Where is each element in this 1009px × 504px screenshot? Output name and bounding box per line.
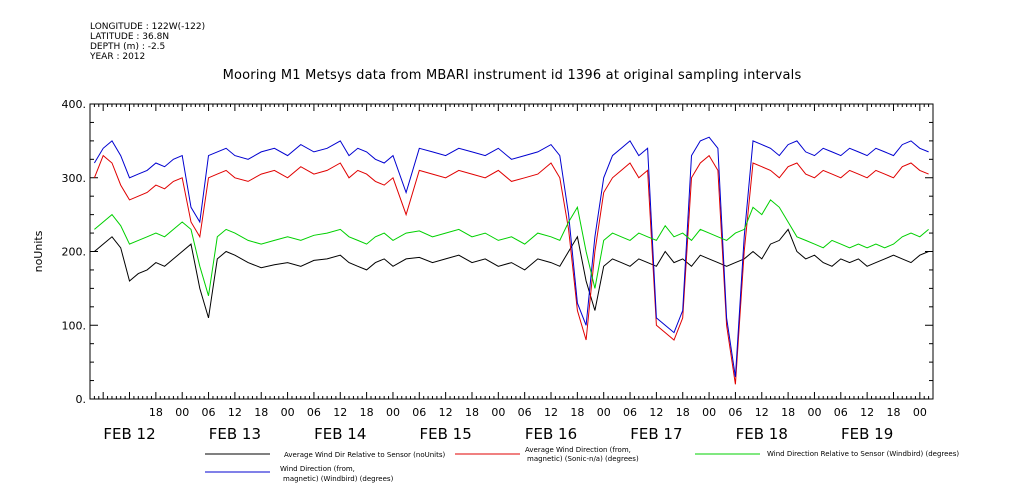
x-tick-label: 06 — [202, 406, 216, 419]
x-tick-label: 18 — [149, 406, 163, 419]
y-tick-label: 400. — [62, 98, 87, 111]
series-line-0 — [94, 228, 929, 319]
x-tick-label: 12 — [439, 406, 453, 419]
chart-axes-layer: 18 00 06 12 18 00 06 12 18 00 06 12 18 00 06 12 18 00 06 12… — [62, 98, 934, 443]
x-tick-label: 18 — [465, 406, 479, 419]
x-tick-label: 06 — [412, 406, 426, 419]
x-tick-label: 00 — [597, 406, 611, 419]
x-tick-label: 18 — [676, 406, 690, 419]
x-tick-label: 06 — [728, 406, 742, 419]
legend-label-blue-1: Wind Direction (from, — [280, 465, 355, 473]
x-tick-label: 12 — [755, 406, 769, 419]
series-line-3 — [94, 199, 929, 296]
x-day-label: FEB 19 — [841, 425, 893, 443]
x-tick-label: 06 — [518, 406, 532, 419]
legend-label-red-1: Average Wind Direction (from, — [525, 446, 631, 454]
x-tick-label: 00 — [175, 406, 189, 419]
chart-series-layer — [93, 136, 929, 385]
chart-legend: Average Wind Dir Relative to Sensor (noU… — [205, 446, 959, 483]
x-tick-label: 00 — [913, 406, 927, 419]
y-tick-label: 100. — [62, 319, 87, 332]
series-line-2 — [93, 136, 929, 377]
x-day-label: FEB 12 — [103, 425, 155, 443]
x-tick-label: 06 — [623, 406, 637, 419]
x-day-label: FEB 18 — [736, 425, 788, 443]
x-tick-label: 18 — [360, 406, 374, 419]
y-tick-label: 300. — [62, 172, 87, 185]
legend-label-green: Wind Direction Relative to Sensor (Windb… — [767, 450, 959, 458]
y-tick-label: 0. — [76, 393, 87, 406]
year-label: YEAR : 2012 — [90, 52, 146, 62]
y-tick-label: 200. — [62, 246, 87, 259]
longitude-label: LONGITUDE : 122W(-122) — [90, 22, 206, 32]
x-tick-label: 00 — [386, 406, 400, 419]
depth-label: DEPTH (m) : -2.5 — [90, 42, 166, 52]
x-tick-label: 18 — [254, 406, 268, 419]
y-axis-label: noUnits — [32, 230, 45, 272]
latitude-label: LATITUDE : 36.8N — [90, 32, 170, 42]
x-tick-label: 00 — [702, 406, 716, 419]
x-tick-label: 18 — [781, 406, 795, 419]
legend-label-red-2: magnetic) (Sonic-n/a) (degrees) — [527, 455, 639, 463]
x-tick-label: 06 — [307, 406, 321, 419]
x-day-label: FEB 15 — [420, 425, 472, 443]
plot-frame — [89, 103, 934, 400]
x-tick-label: 00 — [491, 406, 505, 419]
x-tick-label: 00 — [807, 406, 821, 419]
x-tick-label: 12 — [649, 406, 663, 419]
x-day-label: FEB 14 — [314, 425, 366, 443]
x-tick-label: 18 — [886, 406, 900, 419]
x-tick-label: 12 — [228, 406, 242, 419]
x-tick-label: 12 — [333, 406, 347, 419]
x-tick-label: 12 — [860, 406, 874, 419]
series-line-1 — [93, 154, 929, 385]
metadata-block: LONGITUDE : 122W(-122) LATITUDE : 36.8N … — [90, 22, 205, 62]
legend-label-blue-2: magnetic) (Windbird) (degrees) — [283, 475, 394, 483]
x-tick-label: 06 — [834, 406, 848, 419]
x-tick-label: 00 — [281, 406, 295, 419]
x-tick-label: 12 — [544, 406, 558, 419]
x-day-label: FEB 16 — [525, 425, 577, 443]
chart-title: Mooring M1 Metsys data from MBARI instru… — [222, 68, 802, 83]
x-day-label: FEB 13 — [209, 425, 261, 443]
x-day-label: FEB 17 — [630, 425, 682, 443]
x-tick-label: 18 — [570, 406, 584, 419]
legend-label-black: Average Wind Dir Relative to Sensor (noU… — [284, 451, 445, 459]
